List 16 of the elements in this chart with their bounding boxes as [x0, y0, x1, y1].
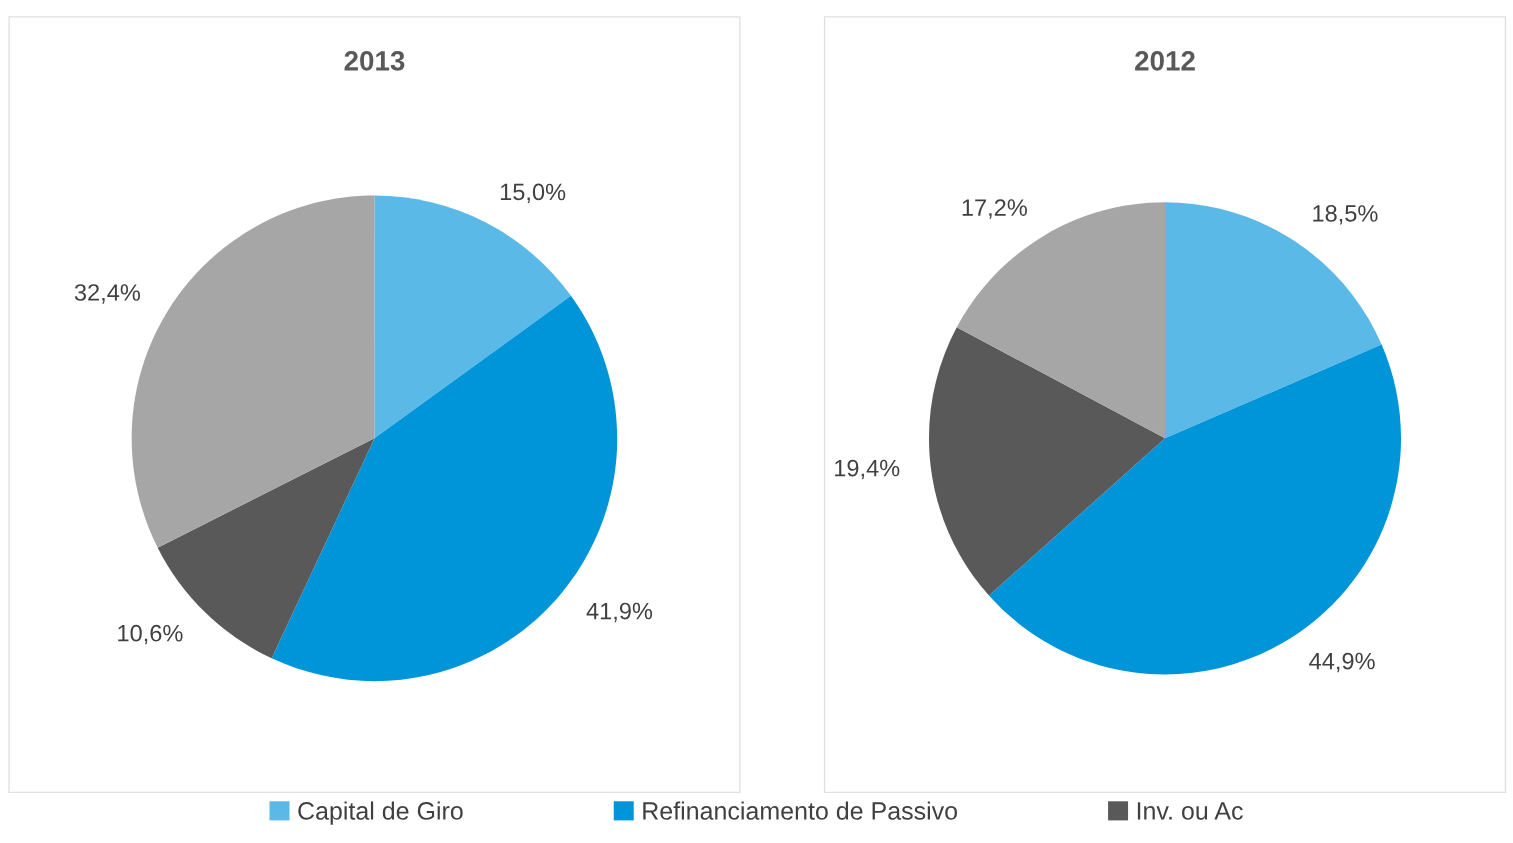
data-label: 19,4% — [835, 459, 900, 480]
legend-label: Refinanciamento de Passivo — [643, 801, 958, 820]
data-label: 17,2% — [962, 199, 1027, 219]
data-label: 41,9% — [586, 602, 653, 623]
pie-slice — [988, 344, 1402, 675]
pie-slice — [1165, 202, 1382, 439]
chart-title: 2012 — [1135, 51, 1195, 71]
data-label: 44,9% — [1309, 652, 1375, 673]
legend-label: Capital de Giro — [298, 801, 463, 825]
legend-label: Inv. ou Ac — [1137, 802, 1243, 820]
data-label: 32,4% — [74, 284, 141, 304]
data-label: 18,5% — [1313, 205, 1378, 225]
data-label: 15,0% — [500, 183, 566, 204]
pie-slice — [929, 327, 1166, 596]
data-label: 10,6% — [118, 624, 183, 645]
chart-title: 2013 — [344, 51, 405, 71]
